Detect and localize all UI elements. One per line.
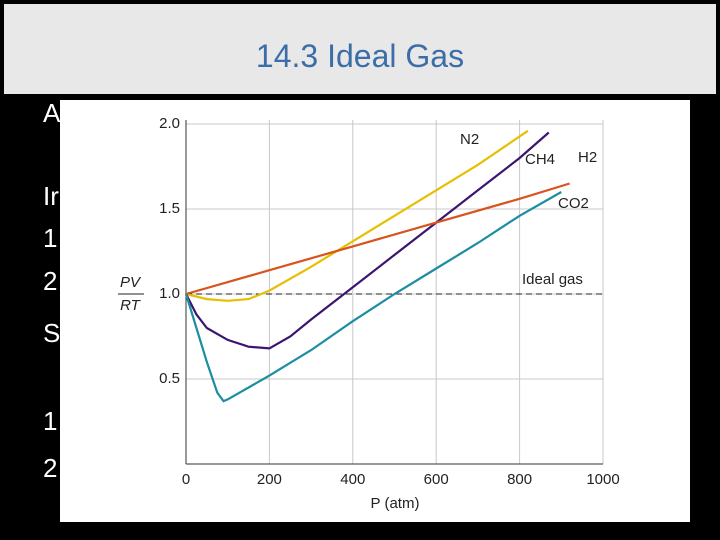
y-tick-label: 2.0: [159, 115, 180, 132]
x-tick-label: 600: [424, 471, 449, 488]
y-tick-label: 1.0: [159, 285, 180, 302]
x-tick-label: 0: [182, 471, 190, 488]
x-tick-label: 1000: [586, 471, 619, 488]
slide-title: 14.3 Ideal Gas: [255, 38, 465, 74]
y-axis-label: RT: [120, 297, 142, 314]
series-label: H2: [578, 149, 597, 166]
text-fragment: 2: [43, 453, 58, 483]
y-axis-label: PV: [120, 274, 142, 291]
x-axis-label: P (atm): [371, 495, 420, 512]
x-tick-label: 200: [257, 471, 282, 488]
title-bar: [4, 4, 716, 94]
y-tick-label: 0.5: [159, 370, 180, 387]
x-tick-label: 400: [340, 471, 365, 488]
series-label: CO2: [558, 195, 589, 212]
reference-label: Ideal gas: [522, 271, 583, 288]
text-fragment: 1: [43, 223, 58, 253]
chart-panel: [60, 100, 690, 522]
text-fragment: 2: [43, 266, 58, 296]
series-label: CH4: [525, 151, 555, 168]
text-fragment: S: [43, 318, 61, 348]
text-fragment: A: [43, 98, 61, 128]
text-fragment: 1: [43, 406, 58, 436]
series-line: [185, 129, 529, 302]
series-line: [185, 182, 570, 296]
series-label: N2: [460, 131, 479, 148]
series-line: [184, 191, 562, 403]
x-tick-label: 800: [507, 471, 532, 488]
text-fragment: Ir: [43, 181, 59, 211]
y-tick-label: 1.5: [159, 200, 180, 217]
series-line: [185, 131, 550, 350]
